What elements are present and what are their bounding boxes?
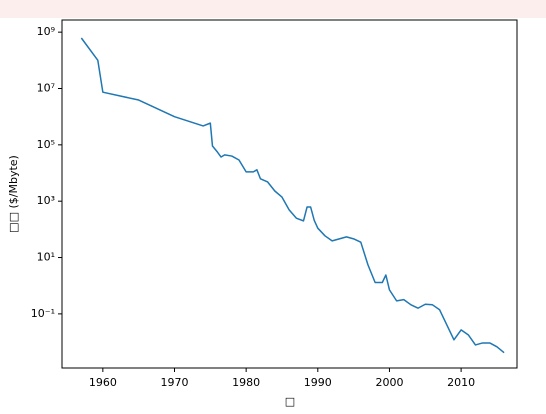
y-axis-label: □□ ($/Mbyte) xyxy=(7,155,20,233)
plot-frame xyxy=(61,19,518,369)
x-axis-label: □ xyxy=(285,395,295,408)
x-tick-label: 2000 xyxy=(375,376,403,389)
x-tick-label: 2010 xyxy=(447,376,475,389)
y-tick-label: 10⁹ xyxy=(37,25,55,38)
x-tick-label: 1960 xyxy=(89,376,117,389)
y-tick-label: 10³ xyxy=(37,194,55,207)
x-tick-label: 1970 xyxy=(160,376,188,389)
y-tick-label: 10⁵ xyxy=(37,138,55,151)
x-tick-label: 1980 xyxy=(232,376,260,389)
y-tick-label: 10⁻¹ xyxy=(31,307,55,320)
y-tick-label: 10¹ xyxy=(37,251,55,264)
y-tick-label: 10⁷ xyxy=(37,81,55,94)
x-tick-label: 1990 xyxy=(304,376,332,389)
line-series xyxy=(80,37,505,354)
output-band xyxy=(0,0,546,18)
